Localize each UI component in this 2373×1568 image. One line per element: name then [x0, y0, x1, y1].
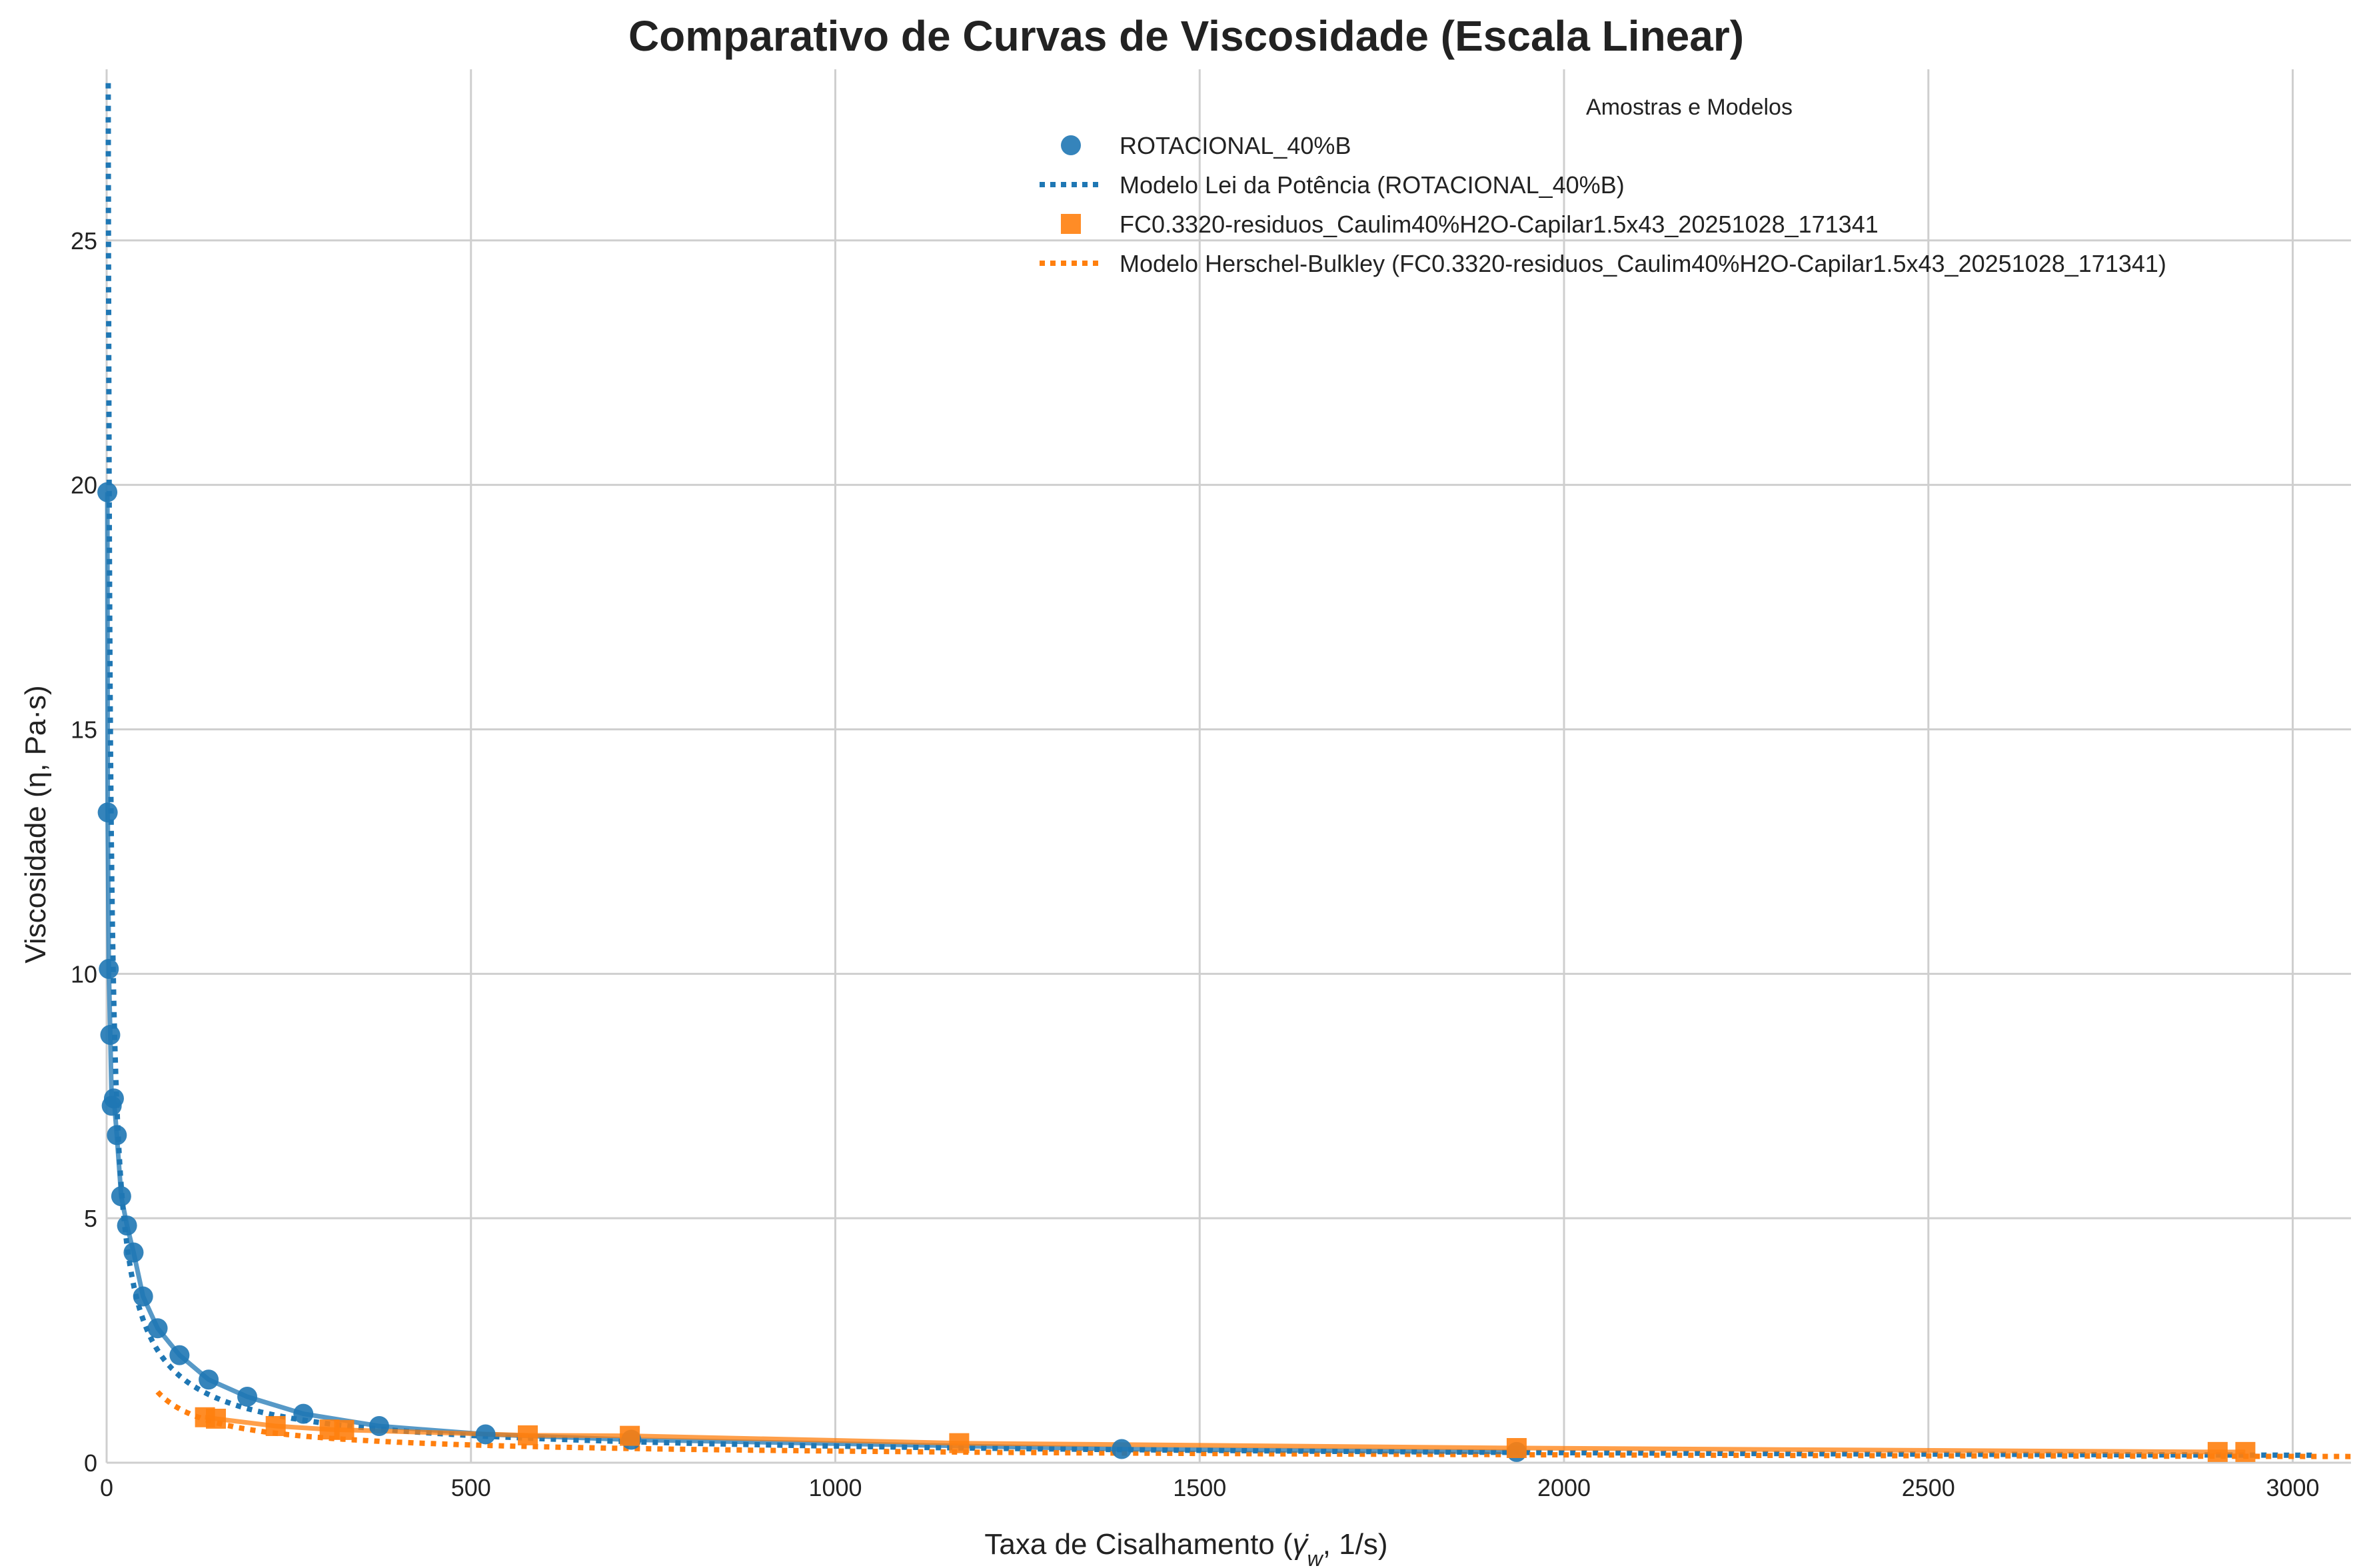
data-point-circle	[237, 1386, 258, 1407]
data-point-circle	[1112, 1439, 1132, 1459]
data-point-square	[1506, 1437, 1527, 1458]
grid	[105, 69, 2351, 1464]
data-point-circle	[147, 1318, 168, 1339]
legend-entry-herschel-bulkley: Modelo Herschel-Bulkley (FC0.3320-residu…	[1040, 250, 2166, 277]
legend-square-marker	[1061, 214, 1081, 234]
data-point-square	[265, 1415, 286, 1436]
chart-title: Comparativo de Curvas de Viscosidade (Es…	[628, 12, 1744, 60]
y-tick-label: 10	[71, 960, 97, 988]
data-point-circle	[97, 802, 118, 823]
tick-labels: 0 500 1000 1500 2000 2500 3000 0 5 10 15 20 25	[71, 227, 2320, 1501]
legend-entry-rotacional: ROTACIONAL_40%B	[1061, 132, 1351, 159]
x-tick-label: 1500	[1173, 1474, 1226, 1501]
data-point-square	[334, 1419, 355, 1440]
y-tick-label: 25	[71, 227, 97, 255]
data-point-square	[2235, 1441, 2256, 1462]
series-markers	[97, 482, 2256, 1462]
x-tick-label: 500	[451, 1474, 491, 1501]
x-tick-label: 2500	[1902, 1474, 1955, 1501]
data-point-square	[949, 1433, 970, 1453]
y-tick-label: 20	[71, 472, 97, 499]
model-curve	[105, 83, 2317, 1458]
model-curve	[155, 1390, 2352, 1459]
legend-label: Modelo Herschel-Bulkley (FC0.3320-residu…	[1120, 250, 2166, 277]
data-point-circle	[103, 1088, 124, 1109]
data-point-circle	[97, 482, 118, 502]
legend-label: Modelo Lei da Potência (ROTACIONAL_40%B)	[1120, 171, 1625, 199]
y-tick-label: 0	[84, 1449, 97, 1477]
y-tick-label: 5	[84, 1205, 97, 1232]
y-tick-label: 15	[71, 716, 97, 743]
legend-entry-power-law: Modelo Lei da Potência (ROTACIONAL_40%B)	[1040, 171, 1625, 199]
data-point-circle	[369, 1415, 389, 1436]
x-tick-label: 1000	[808, 1474, 862, 1501]
data-point-circle	[133, 1286, 153, 1307]
legend: Amostras e Modelos ROTACIONAL_40%B Model…	[1040, 95, 2166, 277]
legend-title: Amostras e Modelos	[1586, 95, 1793, 120]
data-point-square	[2207, 1441, 2228, 1462]
x-tick-label: 0	[100, 1474, 113, 1501]
data-point-circle	[117, 1215, 137, 1236]
data-point-circle	[100, 1025, 121, 1046]
legend-label: ROTACIONAL_40%B	[1120, 132, 1351, 159]
data-point-circle	[99, 958, 119, 979]
data-point-circle	[111, 1186, 131, 1207]
data-point-circle	[199, 1369, 219, 1390]
x-tick-label: 3000	[2266, 1474, 2319, 1501]
y-axis-label: Viscosidade (η, Pa·s)	[19, 685, 52, 963]
data-point-circle	[107, 1125, 127, 1146]
data-point-circle	[169, 1345, 190, 1365]
legend-entry-capilar: FC0.3320-residuos_Caulim40%H2O-Capilar1.…	[1061, 211, 1879, 238]
data-point-circle	[123, 1242, 144, 1263]
data-point-square	[206, 1408, 227, 1429]
data-point-circle	[475, 1424, 496, 1445]
x-tick-label: 2000	[1537, 1474, 1591, 1501]
data-point-square	[518, 1425, 538, 1445]
legend-label: FC0.3320-residuos_Caulim40%H2O-Capilar1.…	[1120, 211, 1879, 238]
legend-circle-marker	[1061, 135, 1081, 155]
data-point-square	[620, 1425, 640, 1446]
data-point-circle	[293, 1403, 314, 1424]
